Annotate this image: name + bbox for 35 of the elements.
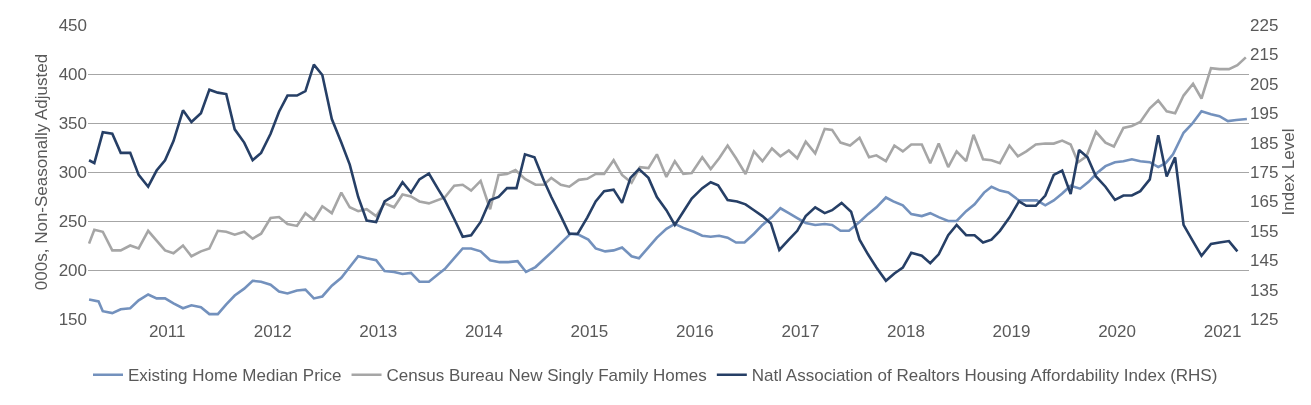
x-tick-label: 2018 (887, 322, 925, 341)
x-tick-label: 2019 (992, 322, 1031, 341)
x-tick-label: 2020 (1098, 322, 1136, 341)
y2-tick-label: 175 (1250, 162, 1279, 182)
y2-tick-label: 135 (1250, 280, 1279, 300)
x-tick-label: 2017 (781, 322, 820, 341)
x-tick-label: 2012 (253, 322, 292, 341)
y2-tick-label: 185 (1250, 133, 1279, 153)
y2-tick-label: 165 (1250, 192, 1279, 212)
y2-tick-label: 225 (1250, 15, 1279, 35)
y-tick-label: 400 (58, 64, 87, 84)
x-tick-label: 2011 (148, 322, 186, 341)
y-axis-title: 000s, Non-Seasonally Adjusted (32, 53, 52, 291)
legend-label: Census Bureau New Singly Family Homes (386, 366, 707, 386)
y-tick-label: 200 (58, 260, 87, 280)
y-tick-label: 450 (58, 15, 87, 35)
x-tick-label: 2016 (675, 322, 714, 341)
legend-label: Existing Home Median Price (128, 366, 342, 386)
y2-tick-label: 125 (1250, 309, 1279, 329)
y2-tick-label: 215 (1250, 45, 1279, 65)
y2-tick-label: 195 (1250, 104, 1279, 124)
y-tick-label: 250 (58, 211, 87, 231)
line-series (88, 109, 1249, 316)
x-tick-label: 2015 (570, 322, 609, 341)
y-tick-label: 150 (58, 309, 87, 329)
y-tick-label: 350 (58, 113, 87, 133)
y-tick-label: 300 (58, 162, 87, 182)
y2-axis-title: Index Level (1278, 128, 1298, 216)
y2-tick-label: 155 (1250, 221, 1279, 241)
y2-tick-label: 205 (1250, 74, 1279, 94)
x-tick-label: 2021 (1203, 322, 1242, 341)
x-tick-label: 2014 (464, 322, 503, 341)
y2-tick-label: 145 (1250, 251, 1279, 271)
x-tick-label: 2013 (359, 322, 398, 341)
legend-label: Natl Association of Realtors Housing Affordability Index (RHS) (751, 366, 1218, 386)
